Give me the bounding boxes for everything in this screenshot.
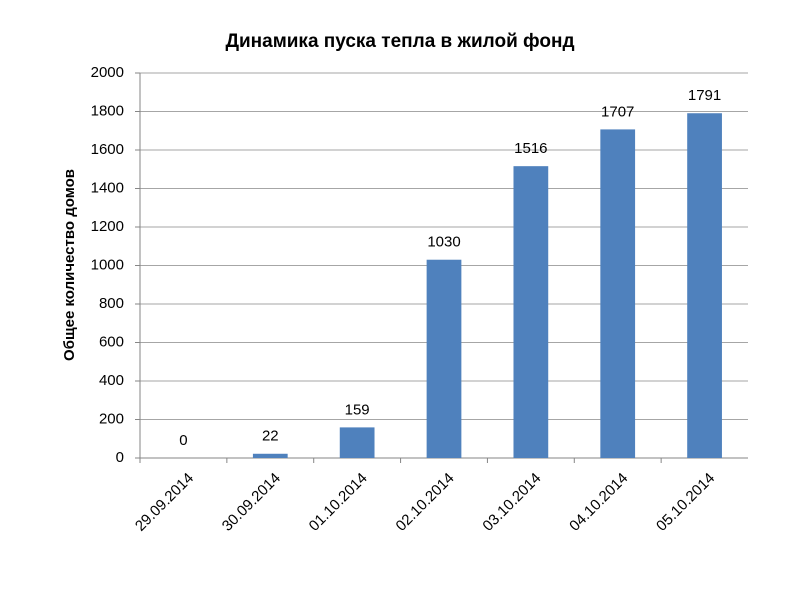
- y-tick-label: 1800: [91, 102, 124, 119]
- data-label: 0: [179, 432, 187, 449]
- bar: [600, 129, 636, 458]
- x-tick-label: 04.10.2014: [566, 470, 631, 535]
- data-label: 1030: [427, 234, 460, 251]
- x-tick-label: 30.09.2014: [219, 470, 284, 535]
- bar: [513, 166, 549, 459]
- y-tick-label: 1000: [91, 256, 124, 273]
- data-label: 159: [345, 401, 370, 418]
- y-tick-label: 1400: [91, 179, 124, 196]
- x-tick-label: 03.10.2014: [479, 470, 544, 535]
- data-label: 1791: [688, 87, 721, 104]
- chart-title: Динамика пуска тепла в жилой фонд: [225, 31, 574, 52]
- y-tick-label: 0: [116, 449, 124, 466]
- x-tick-label: 02.10.2014: [393, 470, 458, 535]
- y-tick-label: 1600: [91, 141, 124, 158]
- data-label: 1516: [514, 140, 547, 157]
- bar: [426, 259, 462, 458]
- x-tick-label: 05.10.2014: [653, 470, 718, 535]
- y-tick-label: 800: [99, 295, 124, 312]
- bar: [252, 453, 288, 458]
- data-label: 22: [262, 428, 279, 445]
- x-tick-label: 29.09.2014: [132, 470, 197, 535]
- x-tick-label: 01.10.2014: [306, 470, 371, 535]
- y-tick-label: 1200: [91, 218, 124, 235]
- y-tick-label: 400: [99, 372, 124, 389]
- y-tick-label: 200: [99, 410, 124, 427]
- bar: [687, 113, 722, 459]
- y-tick-label: 600: [99, 333, 124, 350]
- y-axis-title: Общее количество домов: [61, 169, 78, 361]
- y-tick-label: 2000: [91, 64, 124, 81]
- data-label: 1707: [601, 103, 634, 120]
- bar: [339, 427, 375, 458]
